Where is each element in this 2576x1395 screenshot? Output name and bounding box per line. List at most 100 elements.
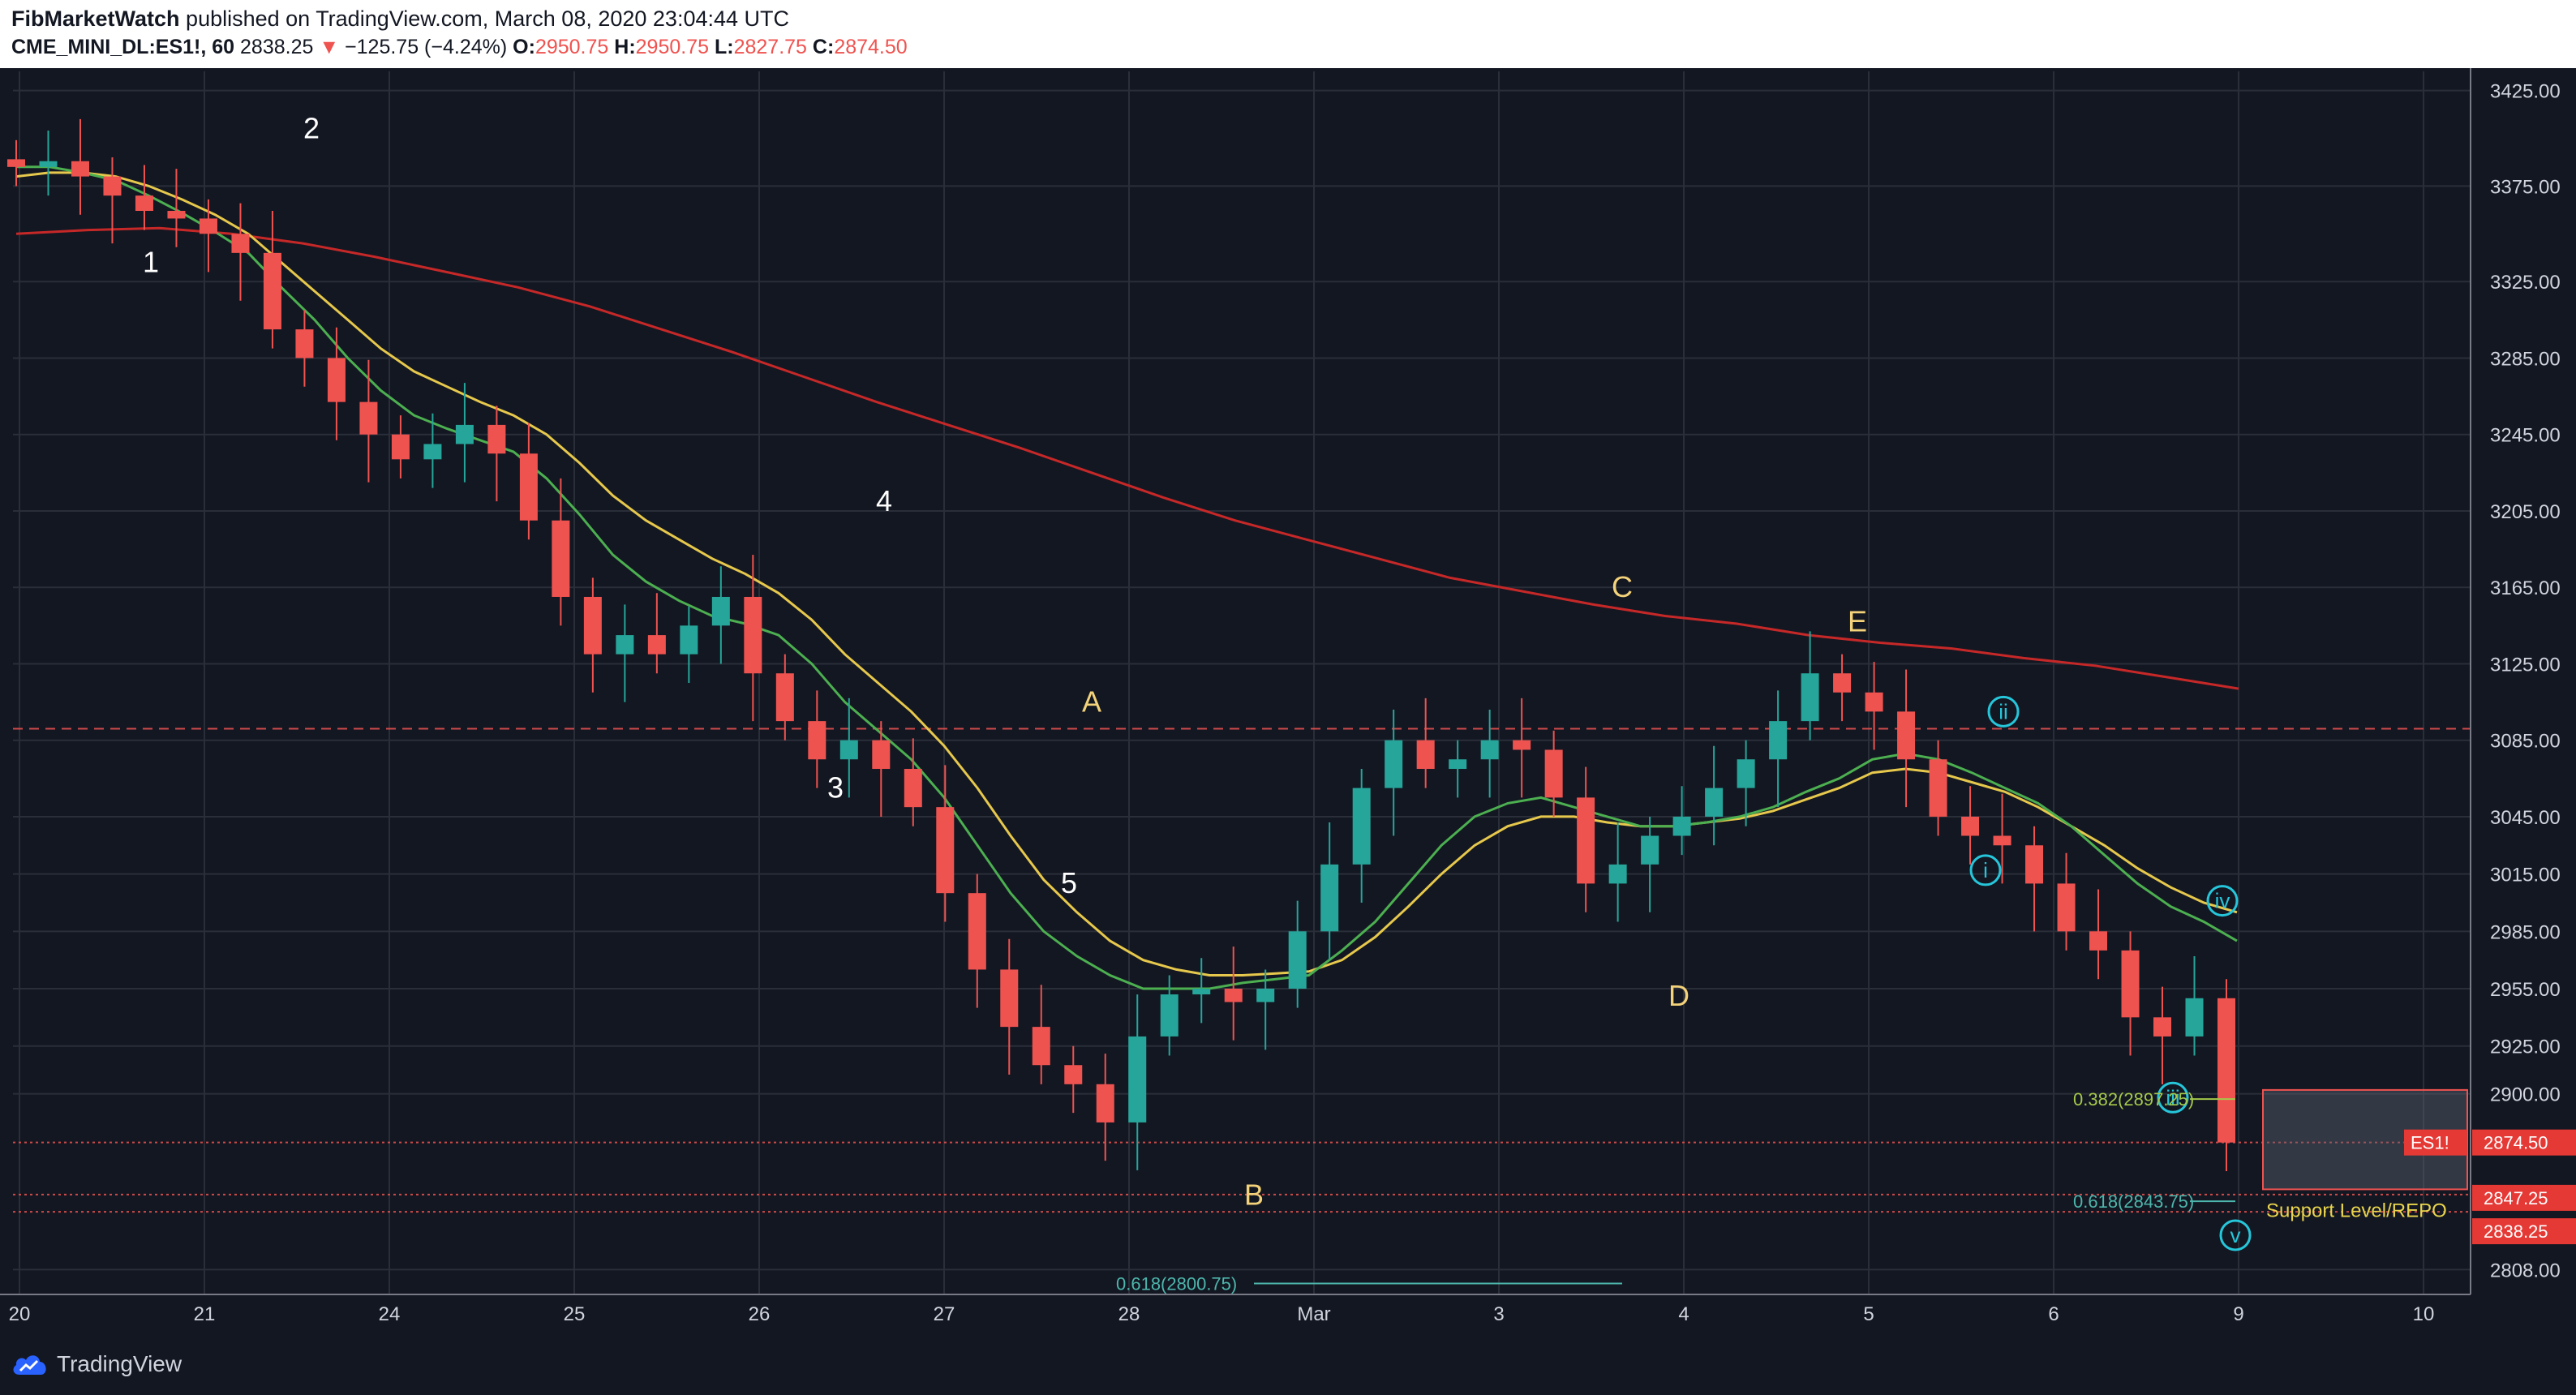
ma-mid-line (15, 171, 2238, 976)
wave-label: 3 (827, 770, 844, 804)
low-label: L: (714, 36, 734, 58)
candle-body (2089, 931, 2108, 951)
price-tick-label: 3045.00 (2490, 807, 2561, 829)
candle-body (2153, 1017, 2172, 1037)
candle-body (1897, 711, 1916, 760)
time-tick-label: 4 (1678, 1303, 1689, 1325)
time-tick-label: 10 (2413, 1303, 2435, 1325)
candle-body (904, 769, 922, 808)
price-tick-label: 3425.00 (2490, 81, 2561, 103)
candle-body (1416, 740, 1435, 770)
wave-label: 5 (1061, 866, 1077, 899)
candle-body (2218, 998, 2235, 1143)
candle-body (647, 635, 666, 655)
price-tick-label: 3015.00 (2490, 865, 2561, 886)
candle-body (1320, 864, 1339, 932)
candle-body (1449, 759, 1467, 770)
candle-body (1993, 835, 2011, 846)
candle-body (295, 329, 314, 358)
price-tag-box (2472, 1218, 2576, 1245)
time-tick-label: Mar (1297, 1303, 1330, 1325)
candle-body (519, 453, 538, 521)
time-tick-label: 24 (379, 1303, 401, 1325)
candle-body (167, 211, 186, 219)
candle-body (1769, 721, 1788, 760)
high-label: H: (614, 36, 636, 58)
candle-body (135, 195, 153, 212)
candle-body (1160, 994, 1179, 1037)
wave-circle-label: iii (2166, 1085, 2179, 1110)
candles (7, 118, 2235, 1172)
candle-body (1608, 864, 1627, 884)
candle-body (711, 596, 730, 626)
wave-circle-marker (1987, 695, 2020, 728)
price-tags: 2874.50 ES1! 2847.25 2838.25 (2404, 1129, 2576, 1245)
candle-body (7, 159, 25, 167)
candle-body (1577, 797, 1595, 884)
footer: TradingView (0, 1338, 2576, 1395)
time-tick-label: 25 (564, 1303, 586, 1325)
candle-body (359, 401, 378, 435)
time-tick-label: 26 (749, 1303, 771, 1325)
tradingview-logo[interactable]: TradingView (11, 1351, 182, 1377)
candle-body (936, 807, 955, 894)
published-text: published on TradingView.com, March 08, … (186, 6, 789, 31)
candle-body (199, 218, 217, 234)
fib-level-label: 0.382(2897.25) (2073, 1089, 2194, 1110)
price-tick-label: 3165.00 (2490, 577, 2561, 599)
price-tick-label: 3375.00 (2490, 176, 2561, 198)
candle-body (583, 596, 602, 655)
candle-body (872, 740, 891, 770)
wave-label: 1 (143, 245, 159, 278)
candle-body (1737, 759, 1755, 788)
support-annotation: Support Level/REPO (2266, 1200, 2447, 1222)
wave-circle-label: i (1983, 858, 1988, 882)
time-tick-label: 3 (1493, 1303, 1504, 1325)
symbol-label[interactable]: CME_MINI_DL:ES1!, 60 (11, 36, 235, 58)
open-label: O: (513, 36, 535, 58)
fib-level-label: 0.618(2843.75) (2073, 1191, 2194, 1212)
grid (13, 71, 2471, 1294)
candle-body (327, 358, 346, 402)
candle-body (1672, 816, 1691, 836)
wave-circle-marker (1969, 854, 2002, 886)
candle-body (1256, 989, 1275, 1002)
wave-circle-label: ii (1999, 699, 2008, 723)
candle-body (1096, 1084, 1114, 1122)
time-tick-label: 6 (2048, 1303, 2059, 1325)
candle-body (1288, 931, 1307, 989)
fib-labels: Support Level/REPO 0.382(2897.25) 0.618(28… (1116, 1089, 2447, 1294)
candle-body (2185, 998, 2204, 1037)
horizontal-levels (13, 728, 2471, 1213)
symbol-tag-box (2404, 1129, 2467, 1156)
wave-label: D (1668, 979, 1689, 1012)
time-tick-label: 5 (1863, 1303, 1874, 1325)
candle-body (103, 176, 122, 196)
price-tag-value: 2838.25 (2484, 1221, 2548, 1242)
price-tick-label: 3245.00 (2490, 425, 2561, 447)
candle-body (968, 893, 986, 970)
candle-body (839, 740, 858, 760)
time-tick-label: 21 (194, 1303, 216, 1325)
price-tick-label: 3205.00 (2490, 501, 2561, 523)
candle-body (39, 161, 58, 167)
candle-body (487, 424, 506, 454)
candle-body (1961, 816, 1980, 836)
last-price: 2838.25 (240, 36, 314, 58)
price-axis[interactable]: 3425.00 3375.00 3325.00 3285.00 3245.00 3205.… (2490, 81, 2561, 1282)
publisher-name[interactable]: FibMarketWatch (11, 6, 180, 31)
close-value: 2874.50 (834, 36, 908, 58)
candle-body (1032, 1027, 1050, 1066)
candle-body (423, 444, 442, 460)
wave-circle-marker (2206, 885, 2239, 917)
candle-body (1385, 740, 1403, 788)
candle-body (616, 635, 634, 655)
candle-body (455, 424, 474, 444)
chart-header: FibMarketWatch published on TradingView.… (0, 0, 2576, 68)
price-tick-label: 2808.00 (2490, 1260, 2561, 1281)
time-axis[interactable]: 20 21 24 25 26 27 28 Mar 3 4 5 6 9 10 (9, 1303, 2435, 1325)
symbol-tag-label: ES1! (2411, 1133, 2449, 1153)
tradingview-brand: TradingView (57, 1351, 182, 1376)
